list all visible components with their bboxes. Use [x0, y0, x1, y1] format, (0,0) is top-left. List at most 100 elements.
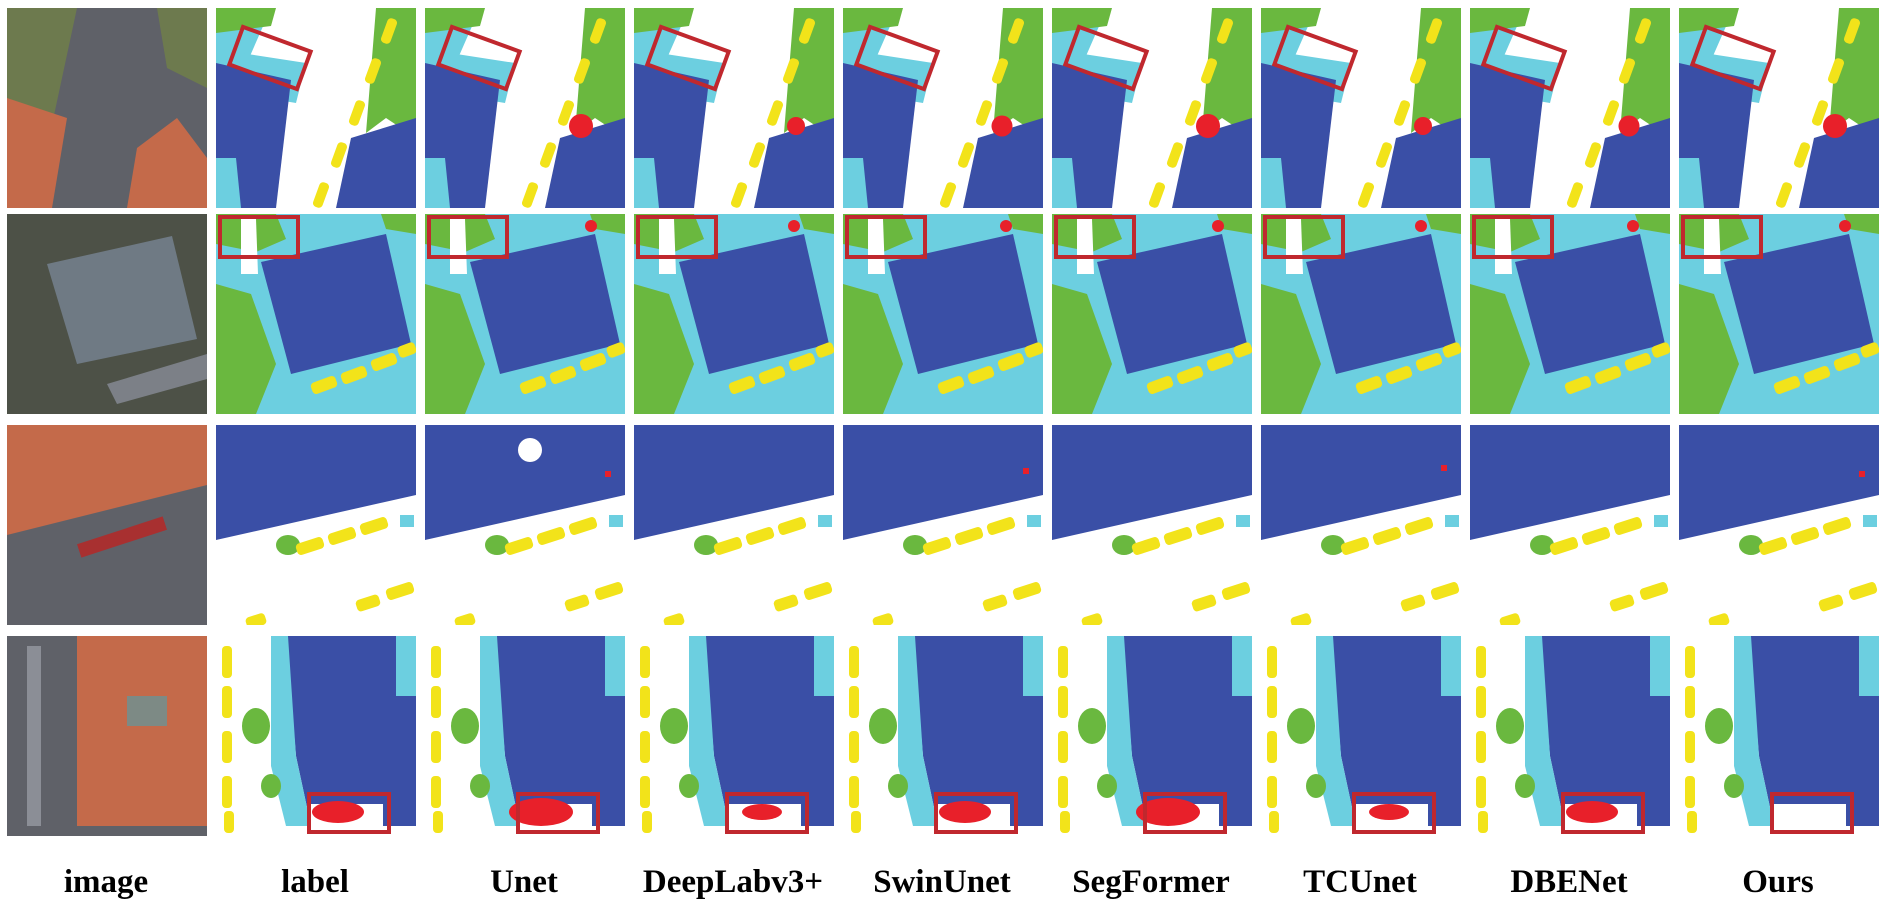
car-marker	[431, 686, 441, 718]
low-vegetation-region	[843, 158, 868, 208]
car-marker	[1584, 142, 1602, 168]
panel-content	[1470, 8, 1670, 208]
car-marker	[1566, 182, 1584, 208]
panel-row3-image	[7, 425, 207, 625]
building-region	[495, 636, 625, 826]
low-vegetation-region	[480, 636, 520, 826]
building-region	[1749, 636, 1879, 826]
car-marker	[849, 776, 859, 808]
background-region	[1704, 219, 1721, 274]
car-marker	[766, 100, 784, 126]
panel-content	[1052, 636, 1252, 836]
car-marker	[1803, 366, 1831, 384]
background-region	[450, 219, 467, 274]
tree-region	[1217, 214, 1252, 234]
clutter-blob	[1823, 114, 1847, 138]
panel-content	[1679, 425, 1879, 625]
column-label-segformer: SegFormer	[1072, 864, 1230, 900]
car-marker	[1290, 613, 1312, 625]
tree-region	[261, 774, 281, 798]
tree-region	[470, 774, 490, 798]
building-region	[286, 636, 416, 826]
tree-region	[451, 708, 479, 744]
car-marker	[1340, 537, 1370, 555]
panel-content	[7, 8, 207, 208]
car-marker	[370, 353, 398, 371]
clutter-blob	[1441, 465, 1447, 471]
clutter-blob	[1136, 798, 1200, 826]
panel-row3-unet	[425, 425, 625, 625]
clutter-blob	[509, 798, 573, 826]
low-vegetation-region	[425, 158, 450, 208]
car-marker	[1624, 353, 1652, 371]
building-region	[1470, 425, 1670, 540]
panel-row4-label	[216, 636, 416, 836]
tree-region	[1739, 535, 1763, 555]
building-region	[545, 118, 625, 208]
highlight-box	[307, 792, 391, 834]
building-region	[1724, 234, 1874, 374]
car-marker	[433, 811, 443, 833]
tree-region	[1724, 774, 1744, 798]
clutter-blob	[1023, 468, 1029, 474]
low-vegetation-region	[1023, 636, 1043, 696]
car-marker	[1267, 686, 1277, 718]
panel-row1-unet	[425, 8, 625, 208]
car-marker	[815, 342, 834, 358]
highlight-box	[226, 24, 314, 92]
aerial-roof	[7, 98, 67, 208]
panel-content	[7, 425, 207, 625]
aerial-parked-cars	[27, 646, 41, 826]
car-marker	[539, 142, 557, 168]
car-marker	[1639, 582, 1669, 600]
tree-region	[1635, 214, 1670, 234]
car-marker	[594, 582, 624, 600]
building-region	[704, 636, 834, 826]
tree-region	[590, 214, 625, 234]
car-marker	[640, 686, 650, 718]
car-marker	[1442, 342, 1461, 358]
tree-region	[679, 774, 699, 798]
highlight-box	[1054, 215, 1136, 259]
car-marker	[1478, 811, 1488, 833]
panel-row2-segformer	[1052, 214, 1252, 414]
tree-region	[1261, 284, 1321, 414]
tree-region	[903, 535, 927, 555]
clutter-blob	[1000, 220, 1012, 232]
tree-region	[1620, 8, 1670, 138]
tree-region	[634, 8, 694, 33]
panel-content	[634, 214, 834, 414]
panel-row3-segformer	[1052, 425, 1252, 625]
car-marker	[798, 18, 816, 44]
tree-region	[843, 284, 903, 414]
car-marker	[1267, 776, 1277, 808]
car-marker	[1058, 686, 1068, 718]
tree-region	[1052, 8, 1112, 33]
car-marker	[1269, 811, 1279, 833]
highlight-box	[218, 215, 300, 259]
car-marker	[1176, 366, 1204, 384]
car-marker	[773, 594, 799, 612]
clutter-blob	[312, 801, 364, 823]
tree-region	[1112, 535, 1136, 555]
panel-row4-swinunet	[843, 636, 1043, 836]
car-marker	[640, 646, 650, 678]
clutter-blob	[1618, 115, 1640, 137]
car-marker	[1708, 613, 1730, 625]
car-marker	[748, 142, 766, 168]
building-region	[1261, 425, 1461, 540]
car-marker	[568, 517, 598, 535]
panel-content	[425, 214, 625, 414]
car-marker	[728, 376, 756, 394]
clutter-blob	[569, 114, 593, 138]
background-region	[1286, 219, 1303, 274]
car-marker	[295, 537, 325, 555]
tree-region	[1844, 214, 1879, 234]
panel-row4-segformer	[1052, 636, 1252, 836]
panel-row2-ours	[1679, 214, 1879, 414]
tree-region	[784, 8, 834, 138]
tree-region	[1679, 284, 1739, 414]
panel-content	[1261, 8, 1461, 208]
panel-content	[216, 8, 416, 208]
building-region	[1331, 636, 1461, 826]
